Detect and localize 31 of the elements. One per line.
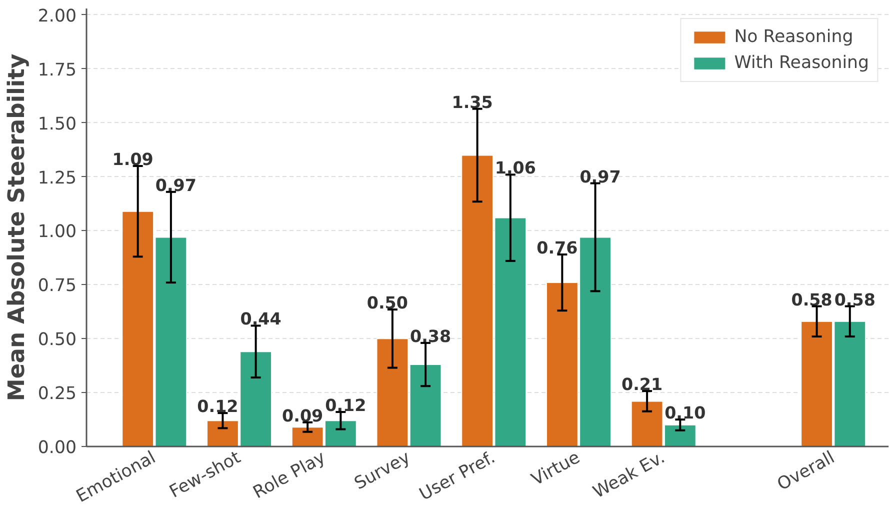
y-tick-label: 2.00 bbox=[38, 6, 77, 26]
data-label: 0.21 bbox=[622, 375, 663, 394]
data-label: 1.09 bbox=[112, 150, 154, 170]
x-tick-label: User Pref. bbox=[416, 448, 499, 506]
data-label: 0.10 bbox=[664, 404, 706, 423]
y-tick-label: 0.00 bbox=[38, 438, 77, 458]
x-tick-label: Weak Ev. bbox=[590, 448, 668, 503]
y-tick-label: 1.00 bbox=[38, 222, 77, 242]
y-tick-label: 0.25 bbox=[38, 384, 77, 404]
legend-label: With Reasoning bbox=[734, 53, 869, 73]
data-label: 1.06 bbox=[494, 158, 536, 178]
y-tick-label: 1.50 bbox=[38, 114, 77, 134]
data-label: 0.09 bbox=[282, 406, 324, 426]
data-label: 0.76 bbox=[536, 238, 578, 258]
y-axis-title: Mean Absolute Steerability bbox=[4, 54, 30, 402]
y-tick-label: 1.25 bbox=[38, 168, 77, 188]
y-tick-label: 1.75 bbox=[38, 60, 77, 80]
data-label: 0.97 bbox=[155, 176, 197, 195]
data-label: 0.58 bbox=[834, 290, 876, 310]
data-label: 0.12 bbox=[197, 397, 238, 416]
data-label: 0.58 bbox=[791, 290, 832, 310]
data-label: 0.50 bbox=[366, 293, 408, 312]
data-label: 0.38 bbox=[410, 326, 452, 346]
y-tick-label: 0.50 bbox=[38, 330, 77, 350]
data-label: 1.35 bbox=[452, 92, 493, 112]
data-label: 0.44 bbox=[240, 310, 282, 329]
legend-label: No Reasoning bbox=[734, 27, 854, 47]
x-tick-label: Role Play bbox=[250, 448, 329, 504]
y-tick-label: 0.75 bbox=[38, 276, 77, 296]
data-label: 0.97 bbox=[580, 167, 621, 186]
data-label: 0.12 bbox=[325, 396, 366, 415]
